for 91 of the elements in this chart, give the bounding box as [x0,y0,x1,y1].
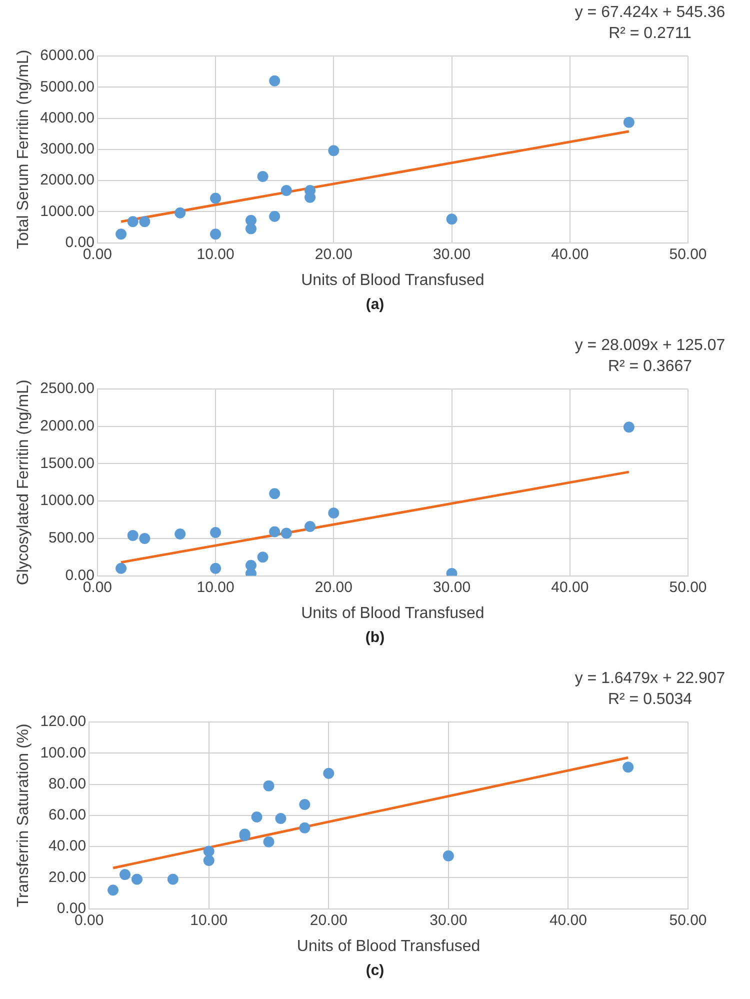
point [210,192,222,204]
x-tick-label: 30.00 [432,246,471,263]
text: y = 28.009x + 125.07 [574,336,726,356]
y-axis-title: Transferrin Saturation (%) [15,724,32,908]
point [245,223,256,234]
point [210,526,222,538]
point [174,207,186,218]
point [328,508,340,519]
point [127,216,138,228]
x-tick-label: 50.00 [669,578,707,596]
point [131,874,142,885]
y-tick-label: 2000.00 [40,418,94,434]
y-axis-title: Total Serum Ferritin (ng/mL) [15,50,32,249]
y-tick-label: 2000.00 [40,172,94,189]
point [210,562,222,574]
point [257,552,268,563]
y-tick-label: 100.00 [40,744,86,762]
text: y = 1.6479x + 22.907 [574,669,726,689]
point [203,855,214,866]
y-axis-title: Glycosylated Ferritin (ng/mL) [15,380,32,586]
y-tick-label: 500.00 [48,530,94,547]
point [280,184,292,196]
y-tick-label: 2500.00 [40,380,94,398]
point [442,850,454,862]
point [446,214,458,225]
x-tick-label: 20.00 [314,578,352,596]
text: (a) [364,296,386,313]
point [127,530,138,541]
point [210,228,222,240]
x-tick-label: 0.00 [82,578,112,596]
point [275,813,286,824]
y-tick-label: 20.00 [48,868,86,886]
point [269,488,280,500]
text: R² = 0.5034 [606,690,694,710]
point [116,228,127,240]
x-axis-title: Units of Blood Transfused [301,272,484,289]
point [328,145,340,156]
y-tick-label: 5000.00 [40,78,94,96]
y-tick-label: 1000.00 [40,492,94,510]
point [139,532,150,544]
y-tick-label: 6000.00 [40,47,94,64]
x-axis-title: Units of Blood Transfused [301,604,484,622]
point [116,562,127,574]
point [263,836,274,848]
x-tick-label: 0.00 [82,246,112,263]
point [251,811,262,822]
x-tick-label: 20.00 [314,246,352,263]
y-tick-label: 40.00 [48,838,86,855]
y-tick-label: 1500.00 [40,454,94,472]
point [108,884,119,896]
x-tick-label: 40.00 [551,246,589,263]
point [299,799,310,810]
x-tick-label: 30.00 [432,578,471,596]
point [622,762,634,773]
point [623,116,634,128]
point [280,528,292,539]
x-tick-label: 50.00 [669,246,707,263]
y-tick-label: 3000.00 [40,140,94,158]
point [304,520,316,532]
y-tick-label: 1000.00 [40,202,94,220]
point [257,170,268,182]
y-tick-label: 4000.00 [40,109,94,126]
text: R² = 0.2711 [608,24,692,44]
y-tick-label: 60.00 [48,806,86,824]
point [269,210,280,222]
point [203,846,214,857]
x-tick-label: 50.00 [669,912,707,929]
text: (b) [364,629,386,646]
point [263,780,274,792]
point [299,822,310,834]
point [167,874,178,885]
x-tick-label: 10.00 [196,578,234,596]
point [174,528,186,540]
point [623,422,634,433]
text: R² = 0.3667 [606,357,694,377]
x-tick-label: 10.00 [196,246,234,263]
x-axis-title: Units of Blood Transfused [296,938,480,955]
y-tick-label: 80.00 [48,775,86,792]
x-tick-label: 20.00 [310,912,348,929]
x-tick-label: 40.00 [549,912,587,929]
x-tick-label: 40.00 [551,578,589,596]
text: (c) [364,962,386,979]
y-tick-label: 120.00 [40,713,86,730]
point [120,869,131,880]
point [269,75,280,86]
point [269,526,280,538]
point [139,216,150,228]
x-tick-label: 10.00 [190,912,228,929]
text: y = 67.424x + 545.36 [574,3,726,23]
x-tick-label: 30.00 [430,912,468,929]
point [323,768,334,779]
